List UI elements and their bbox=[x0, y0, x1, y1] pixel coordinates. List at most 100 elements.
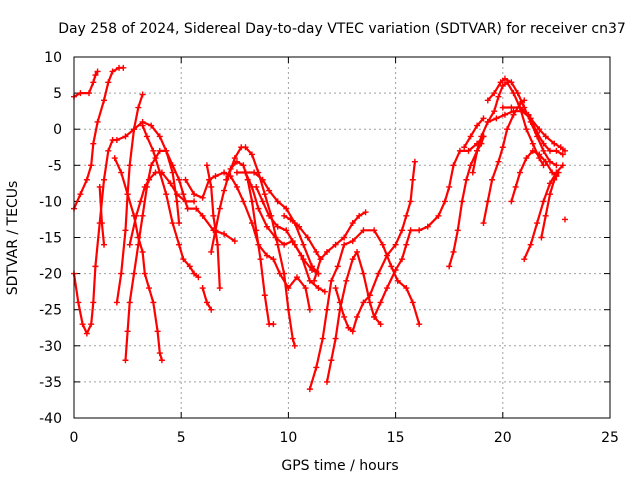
data-point bbox=[360, 299, 367, 306]
data-point bbox=[521, 256, 528, 263]
data-point bbox=[536, 126, 543, 133]
data-point bbox=[126, 299, 133, 306]
data-point bbox=[527, 115, 534, 122]
data-point bbox=[384, 252, 391, 259]
data-point bbox=[199, 285, 206, 292]
data-point bbox=[484, 97, 491, 104]
series-line bbox=[463, 117, 485, 149]
data-point bbox=[474, 147, 481, 154]
series-arc12 bbox=[199, 285, 215, 313]
data-point bbox=[311, 277, 318, 284]
data-point bbox=[139, 122, 146, 129]
data-point bbox=[388, 263, 395, 270]
data-point bbox=[240, 162, 247, 169]
data-point bbox=[551, 176, 558, 183]
data-point bbox=[304, 234, 311, 241]
series-line bbox=[184, 171, 311, 311]
y-tick-label: -35 bbox=[39, 375, 62, 391]
data-series bbox=[71, 64, 568, 393]
data-point bbox=[384, 285, 391, 292]
series-line bbox=[124, 149, 236, 362]
data-point bbox=[259, 198, 266, 205]
data-point bbox=[281, 270, 288, 277]
series-arc24 bbox=[446, 133, 487, 270]
data-point bbox=[394, 277, 401, 284]
data-point bbox=[150, 147, 157, 154]
data-point bbox=[261, 292, 268, 299]
data-point bbox=[538, 234, 545, 241]
data-point bbox=[516, 169, 523, 176]
data-point bbox=[469, 169, 476, 176]
data-point bbox=[371, 227, 378, 234]
data-point bbox=[540, 198, 547, 205]
data-point bbox=[111, 155, 118, 162]
data-point bbox=[141, 183, 148, 190]
data-point bbox=[334, 263, 341, 270]
data-point bbox=[146, 285, 153, 292]
data-point bbox=[508, 104, 515, 111]
y-tick-label: 5 bbox=[53, 86, 62, 102]
data-point bbox=[90, 299, 97, 306]
data-point bbox=[281, 212, 288, 219]
data-point bbox=[101, 241, 108, 248]
data-point bbox=[169, 169, 176, 176]
data-point bbox=[542, 158, 549, 165]
data-point bbox=[546, 180, 553, 187]
data-point bbox=[499, 144, 506, 151]
data-point bbox=[321, 288, 328, 295]
data-point bbox=[186, 263, 193, 270]
data-point bbox=[199, 194, 206, 201]
data-point bbox=[332, 241, 339, 248]
data-point bbox=[399, 227, 406, 234]
data-point bbox=[514, 90, 521, 97]
series-arc30 bbox=[484, 108, 568, 154]
data-point bbox=[176, 176, 183, 183]
data-point bbox=[233, 183, 240, 190]
data-point bbox=[409, 176, 416, 183]
data-point bbox=[251, 169, 258, 176]
series-arc34 bbox=[561, 216, 568, 223]
data-point bbox=[553, 147, 560, 154]
data-point bbox=[300, 241, 307, 248]
data-point bbox=[184, 205, 191, 212]
data-point bbox=[546, 191, 553, 198]
data-point bbox=[377, 321, 384, 328]
data-point bbox=[349, 220, 356, 227]
data-point bbox=[319, 335, 326, 342]
data-point bbox=[317, 256, 324, 263]
data-point bbox=[283, 227, 290, 234]
data-point bbox=[379, 241, 386, 248]
data-point bbox=[341, 313, 348, 320]
y-tick-label: -25 bbox=[39, 303, 62, 319]
data-point bbox=[529, 140, 536, 147]
data-point bbox=[409, 299, 416, 306]
data-point bbox=[349, 238, 356, 245]
data-point bbox=[366, 299, 373, 306]
data-point bbox=[375, 270, 382, 277]
data-point bbox=[403, 285, 410, 292]
data-point bbox=[336, 299, 343, 306]
data-point bbox=[176, 241, 183, 248]
data-point bbox=[341, 241, 348, 248]
series-arc1 bbox=[71, 68, 101, 100]
data-point bbox=[150, 299, 157, 306]
data-point bbox=[259, 176, 266, 183]
data-point bbox=[274, 223, 281, 230]
data-point bbox=[105, 147, 112, 154]
data-point bbox=[540, 140, 547, 147]
data-point bbox=[90, 140, 97, 147]
x-axis-label: GPS time / hours bbox=[281, 458, 398, 474]
data-point bbox=[536, 151, 543, 158]
y-tick-label: -15 bbox=[39, 231, 62, 247]
data-point bbox=[221, 187, 228, 194]
data-point bbox=[135, 104, 142, 111]
data-point bbox=[240, 198, 247, 205]
data-point bbox=[270, 321, 277, 328]
data-point bbox=[242, 169, 249, 176]
plot-frame bbox=[73, 56, 611, 419]
data-point bbox=[109, 68, 116, 75]
data-point bbox=[349, 256, 356, 263]
data-point bbox=[79, 321, 86, 328]
data-point bbox=[216, 285, 223, 292]
